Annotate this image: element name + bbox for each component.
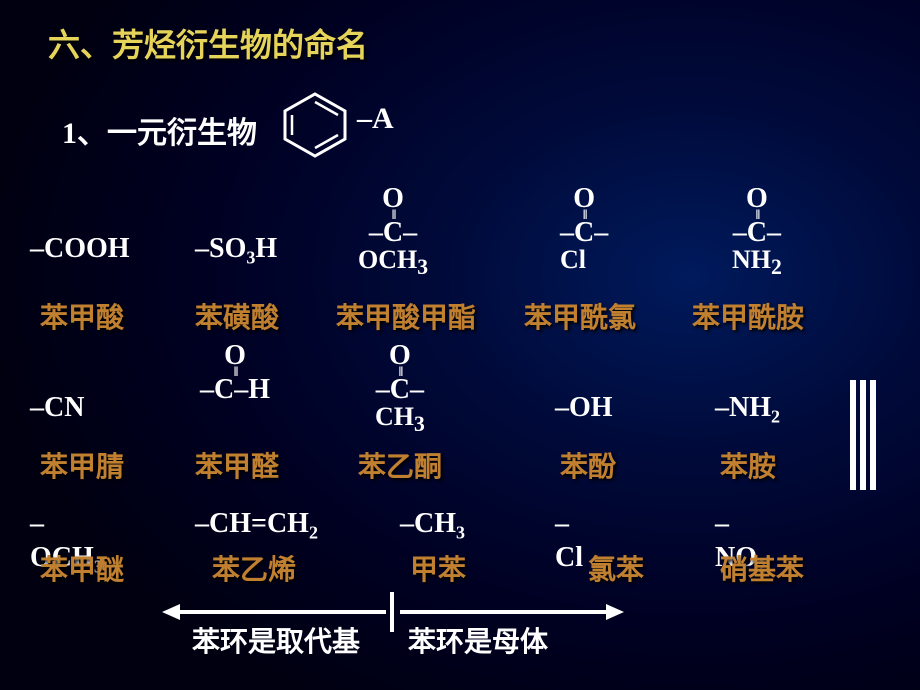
subheading: 1、一元衍生物 — [62, 108, 257, 152]
name-benzonitrile: 苯甲腈 — [40, 445, 124, 485]
formula-cl-bot: Cl — [555, 542, 583, 574]
benzene-substituent-label: –A — [357, 102, 394, 136]
formula-cooh: –COOH — [30, 233, 130, 265]
name-phenol: 苯酚 — [560, 445, 616, 485]
formula-acyl-chloride: O ‖ –C– Cl — [560, 185, 608, 273]
name-toluene: 甲苯 — [410, 548, 466, 588]
formula-vinyl: –CH=CH2 — [195, 508, 318, 544]
formula-ketone: O ‖ –C– CH3 — [375, 342, 425, 435]
formula-amide: O ‖ –C– NH2 — [732, 185, 782, 278]
arrow-left-icon — [162, 604, 180, 620]
formula-cho: O ‖ –C–H — [200, 342, 270, 404]
name-chlorobenzene: 氯苯 — [588, 548, 644, 588]
heading: 六、芳烃衍生物的命名 — [48, 20, 368, 66]
name-benzaldehyde: 苯甲醛 — [195, 445, 279, 485]
name-benzamide: 苯甲酰胺 — [692, 296, 804, 336]
name-benzoyl-chloride: 苯甲酰氯 — [524, 296, 636, 336]
name-aniline: 苯胺 — [720, 445, 776, 485]
benzene-ring-icon — [275, 90, 355, 160]
formula-och3-top: – — [30, 508, 44, 540]
formula-methyl-ester: O ‖ –C– OCH3 — [358, 185, 428, 278]
formula-oh: –OH — [555, 392, 613, 424]
name-methyl-benzoate: 苯甲酸甲酯 — [336, 296, 476, 336]
footer-right-label: 苯环是母体 — [408, 620, 548, 660]
arrow-left-line — [180, 610, 386, 614]
name-benzoic-acid: 苯甲酸 — [40, 296, 124, 336]
name-anisole: 苯甲醚 — [40, 548, 124, 588]
footer-left-label: 苯环是取代基 — [192, 620, 360, 660]
name-benzenesulfonic-acid: 苯磺酸 — [195, 296, 279, 336]
arrow-right-icon — [606, 604, 624, 620]
formula-ch3: –CH3 — [400, 508, 465, 544]
formula-nh2: –NH2 — [715, 392, 780, 428]
name-nitrobenzene: 硝基苯 — [720, 548, 804, 588]
formula-cl-top: – — [555, 508, 569, 540]
arrow-right-line — [400, 610, 606, 614]
formula-so3h: –SO3H — [195, 233, 277, 269]
name-acetophenone: 苯乙酮 — [358, 445, 442, 485]
arrow-center-divider — [390, 592, 394, 632]
formula-cn: –CN — [30, 392, 84, 424]
vertical-bars-icon — [850, 380, 880, 490]
formula-no2-top: – — [715, 508, 729, 540]
name-styrene: 苯乙烯 — [212, 548, 296, 588]
